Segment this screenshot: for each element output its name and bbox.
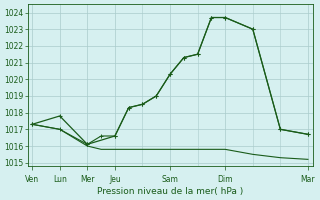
X-axis label: Pression niveau de la mer( hPa ): Pression niveau de la mer( hPa ) bbox=[97, 187, 243, 196]
